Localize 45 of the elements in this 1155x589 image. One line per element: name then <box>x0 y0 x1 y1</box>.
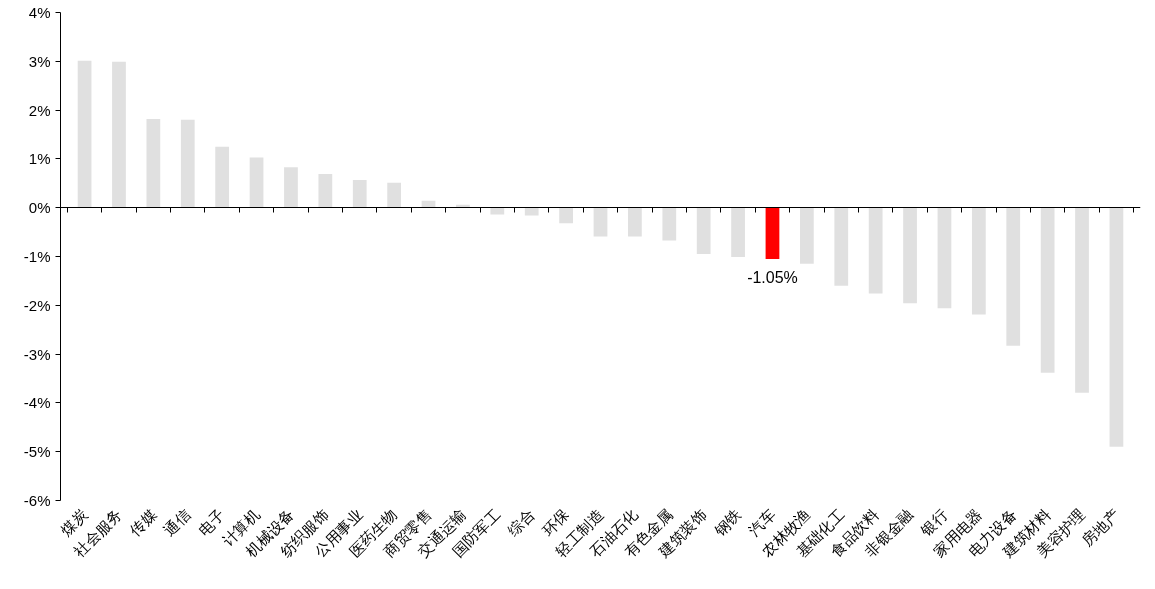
bar <box>77 60 92 208</box>
bar <box>284 167 298 208</box>
y-tick-label: -1% <box>23 248 51 265</box>
bar <box>1006 207 1021 346</box>
bar <box>352 179 367 208</box>
bar <box>1109 207 1124 447</box>
bar <box>112 61 126 208</box>
bar <box>903 207 917 304</box>
bar <box>559 207 573 224</box>
y-tick-label: -5% <box>23 443 51 461</box>
x-tick-label: 通信 <box>160 505 194 539</box>
bar <box>524 207 539 216</box>
bar <box>249 157 264 208</box>
bar <box>387 182 402 208</box>
bar <box>696 207 711 255</box>
y-tick-label: -6% <box>23 492 51 509</box>
bar <box>1075 207 1089 393</box>
bar <box>834 207 849 286</box>
bar <box>731 207 745 257</box>
bar <box>146 118 161 208</box>
bar <box>628 207 642 237</box>
x-tick-label: 传媒 <box>126 505 160 539</box>
bar <box>490 207 505 215</box>
data-label: -1.05% <box>747 268 798 286</box>
y-tick-label: 0% <box>28 199 51 217</box>
bar <box>765 207 780 259</box>
y-tick-label: -4% <box>23 394 51 412</box>
y-tick-label: 1% <box>28 150 51 168</box>
bar <box>868 207 883 294</box>
x-tick-label: 钢铁 <box>710 505 745 540</box>
bar <box>215 146 230 208</box>
bar <box>971 207 986 315</box>
bar <box>1040 207 1055 373</box>
bar <box>799 207 814 264</box>
y-tick-label: 2% <box>28 101 51 119</box>
x-tick-label: 综合 <box>504 505 538 539</box>
bar <box>318 174 333 208</box>
bar <box>937 207 952 309</box>
bar <box>662 207 677 241</box>
y-tick-label: -3% <box>23 345 51 363</box>
y-tick-label: -2% <box>23 296 51 314</box>
y-tick-label: 4% <box>28 4 51 21</box>
bar <box>180 119 195 208</box>
y-tick-label: 3% <box>28 52 51 70</box>
bar <box>593 207 608 237</box>
